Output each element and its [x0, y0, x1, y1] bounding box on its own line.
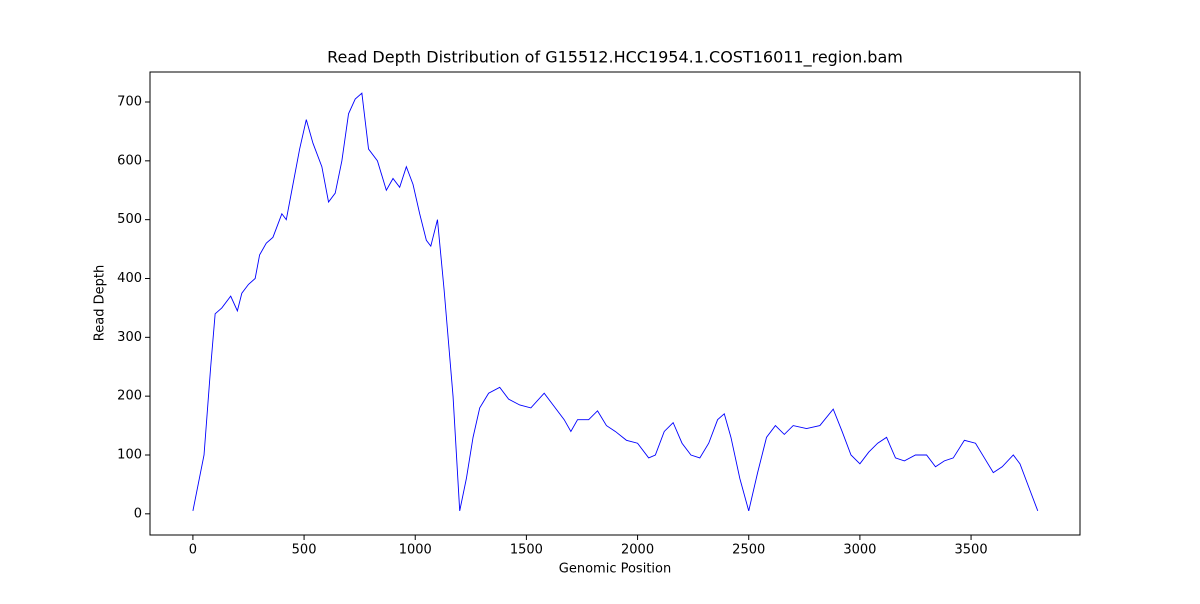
y-tick-label: 700: [117, 95, 142, 110]
x-tick-label: 2000: [621, 543, 654, 558]
x-tick-label: 1000: [399, 543, 432, 558]
chart-title: Read Depth Distribution of G15512.HCC195…: [327, 48, 903, 68]
y-tick-label: 400: [117, 271, 142, 286]
y-tick-label: 0: [134, 506, 142, 521]
x-tick-label: 0: [189, 543, 197, 558]
plot-frame: [149, 71, 1081, 536]
x-tick-label: 3000: [843, 543, 876, 558]
x-tick-label: 500: [292, 543, 317, 558]
y-tick-label: 600: [117, 153, 142, 168]
y-tick-label: 500: [117, 212, 142, 227]
y-tick-label: 200: [117, 389, 142, 404]
data-line: [192, 92, 1039, 512]
y-tick-label: 100: [117, 447, 142, 462]
x-axis-label: Genomic Position: [559, 562, 671, 577]
x-tick-label: 1500: [510, 543, 543, 558]
x-tick-label: 3500: [955, 543, 988, 558]
x-tick-label: 2500: [732, 543, 765, 558]
y-axis-label: Read Depth: [93, 265, 108, 341]
y-tick-label: 300: [117, 330, 142, 345]
